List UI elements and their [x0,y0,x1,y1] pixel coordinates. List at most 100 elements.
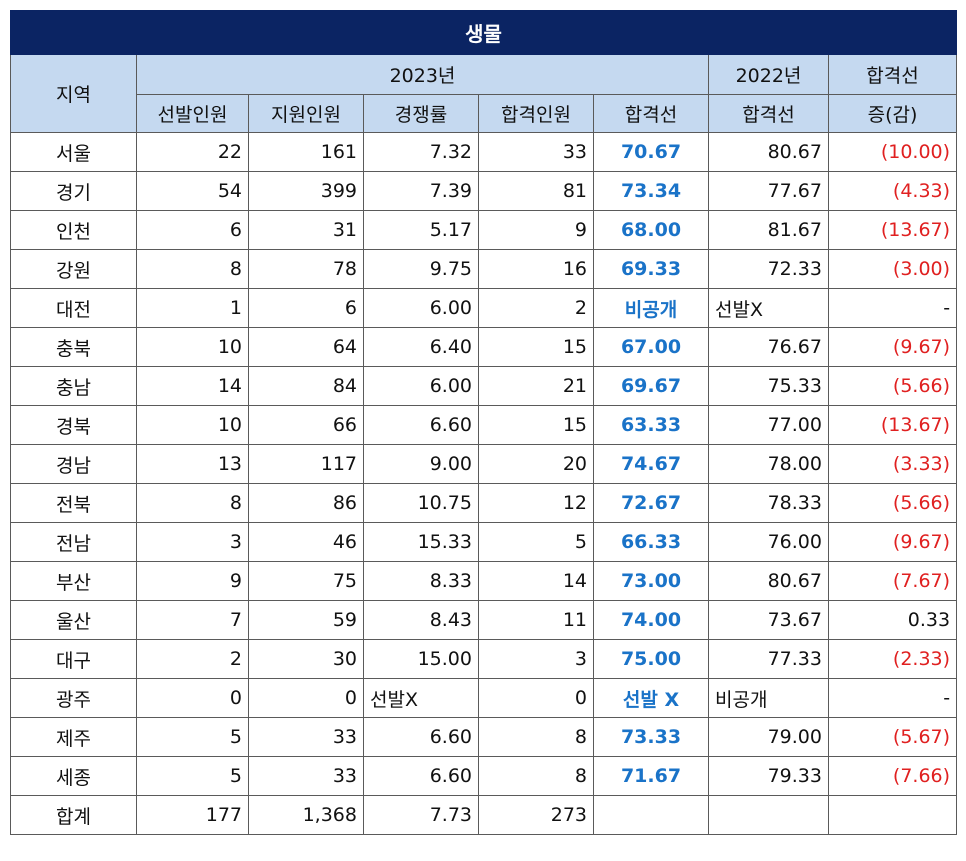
cutoff-2022-cell: 79.33 [708,756,829,796]
apply-count-cell: 31 [248,210,364,250]
cutoff-2022-cell: 80.67 [708,132,829,172]
select-count-cell: 13 [136,444,249,484]
cutoff-2022-cell: 76.00 [708,522,829,562]
select-count-cell: 9 [136,561,249,601]
cutoff-2023-cell: 72.67 [593,483,709,523]
passed-count-cell: 11 [478,600,594,640]
table-row: 충북 10 64 6.40 15 67.00 76.67 (9.67) [10,327,958,367]
total-competition-ratio: 7.73 [363,795,479,835]
results-table-container: 생물 지역 2023년 2022년 합격선 선발인원 지원인원 경쟁률 합격인원… [9,10,958,835]
apply-count-cell: 117 [248,444,364,484]
cutoff-2023-cell: 69.33 [593,249,709,289]
competition-ratio-cell: 15.00 [363,639,479,679]
cutoff-diff-cell: (2.33) [827,639,958,679]
apply-count-cell: 399 [248,171,364,211]
cutoff-2022-cell: 78.00 [708,444,829,484]
competition-ratio-cell: 6.00 [363,288,479,328]
total-cutoff-2022 [708,795,829,835]
cutoff-diff-cell: (5.66) [827,366,958,406]
competition-ratio-cell: 선발X [363,678,479,718]
cutoff-2022-cell: 77.67 [708,171,829,211]
cutoff-2022-cell: 78.33 [708,483,829,523]
apply-count-cell: 30 [248,639,364,679]
table-row: 세종 5 33 6.60 8 71.67 79.33 (7.66) [10,756,958,796]
select-count-cell: 2 [136,639,249,679]
cutoff-diff-cell: 0.33 [827,600,958,640]
region-cell: 경남 [10,444,137,484]
header-cutoff-2023: 합격선 [593,94,709,133]
select-count-cell: 8 [136,483,249,523]
select-count-cell: 7 [136,600,249,640]
cutoff-2023-cell: 67.00 [593,327,709,367]
table-row: 대전 1 6 6.00 2 비공개 선발X - [10,288,958,328]
competition-ratio-cell: 9.00 [363,444,479,484]
select-count-cell: 5 [136,756,249,796]
passed-count-cell: 15 [478,327,594,367]
apply-count-cell: 33 [248,717,364,757]
select-count-cell: 6 [136,210,249,250]
cutoff-2023-cell: 비공개 [593,288,709,328]
cutoff-2023-cell: 74.67 [593,444,709,484]
region-cell: 강원 [10,249,137,289]
region-cell: 전북 [10,483,137,523]
table-row: 서울 22 161 7.32 33 70.67 80.67 (10.00) [10,132,958,172]
apply-count-cell: 75 [248,561,364,601]
cutoff-2023-cell: 73.33 [593,717,709,757]
total-label: 합계 [10,795,137,835]
header-apply-count: 지원인원 [248,94,364,133]
competition-ratio-cell: 7.32 [363,132,479,172]
region-cell: 부산 [10,561,137,601]
passed-count-cell: 16 [478,249,594,289]
passed-count-cell: 3 [478,639,594,679]
cutoff-2022-cell: 76.67 [708,327,829,367]
table-row: 전북 8 86 10.75 12 72.67 78.33 (5.66) [10,483,958,523]
passed-count-cell: 2 [478,288,594,328]
competition-ratio-cell: 6.60 [363,405,479,445]
competition-ratio-cell: 5.17 [363,210,479,250]
region-cell: 충북 [10,327,137,367]
cutoff-diff-cell: (9.67) [827,522,958,562]
table-row: 강원 8 78 9.75 16 69.33 72.33 (3.00) [10,249,958,289]
header-passed-count: 합격인원 [478,94,594,133]
header-diff-bottom: 증(감) [827,94,958,133]
table-body: 서울 22 161 7.32 33 70.67 80.67 (10.00) 경기 54 399 7.3… [10,132,958,835]
cutoff-2022-cell: 72.33 [708,249,829,289]
region-cell: 경북 [10,405,137,445]
cutoff-2023-cell: 63.33 [593,405,709,445]
cutoff-diff-cell: (5.66) [827,483,958,523]
total-apply-count: 1,368 [248,795,364,835]
header-2022: 2022년 [708,54,829,95]
table-row: 경남 13 117 9.00 20 74.67 78.00 (3.33) [10,444,958,484]
table-row: 울산 7 59 8.43 11 74.00 73.67 0.33 [10,600,958,640]
passed-count-cell: 15 [478,405,594,445]
cutoff-2023-cell: 69.67 [593,366,709,406]
apply-count-cell: 46 [248,522,364,562]
region-cell: 세종 [10,756,137,796]
header-competition-ratio: 경쟁률 [363,94,479,133]
region-cell: 광주 [10,678,137,718]
region-cell: 충남 [10,366,137,406]
select-count-cell: 0 [136,678,249,718]
apply-count-cell: 161 [248,132,364,172]
table-row: 전남 3 46 15.33 5 66.33 76.00 (9.67) [10,522,958,562]
cutoff-diff-cell: (3.00) [827,249,958,289]
region-cell: 서울 [10,132,137,172]
select-count-cell: 10 [136,327,249,367]
cutoff-diff-cell: (4.33) [827,171,958,211]
competition-ratio-cell: 15.33 [363,522,479,562]
total-cutoff-2023 [593,795,709,835]
cutoff-2023-cell: 66.33 [593,522,709,562]
apply-count-cell: 66 [248,405,364,445]
table-title: 생물 [9,10,958,55]
competition-ratio-cell: 6.60 [363,717,479,757]
total-passed-count: 273 [478,795,594,835]
cutoff-2022-cell: 81.67 [708,210,829,250]
region-cell: 제주 [10,717,137,757]
cutoff-diff-cell: - [827,678,958,718]
header-region: 지역 [10,54,137,133]
competition-ratio-cell: 6.40 [363,327,479,367]
cutoff-2023-cell: 74.00 [593,600,709,640]
passed-count-cell: 33 [478,132,594,172]
passed-count-cell: 8 [478,756,594,796]
select-count-cell: 22 [136,132,249,172]
